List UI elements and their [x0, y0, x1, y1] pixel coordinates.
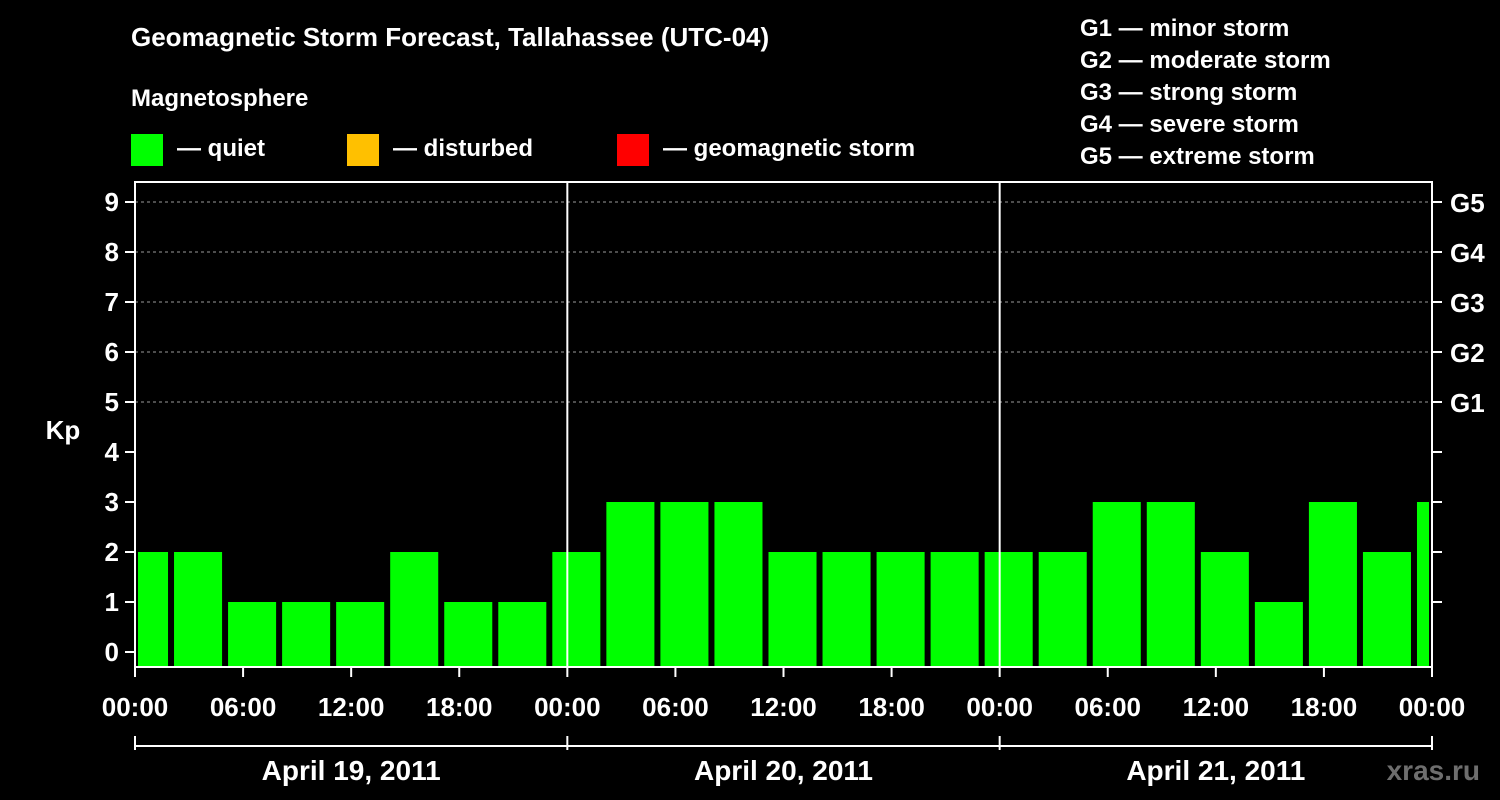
- kp-bar: [1038, 552, 1087, 668]
- g-level-label: G1: [1450, 388, 1485, 418]
- x-tick-label: 18:00: [858, 692, 925, 722]
- legend-label-quiet: — quiet: [177, 135, 265, 162]
- g-level-label: G3: [1450, 288, 1485, 318]
- day-label: April 19, 2011: [262, 755, 441, 786]
- kp-bar: [174, 552, 223, 668]
- kp-bar: [228, 602, 277, 668]
- y-tick-label: 3: [105, 487, 119, 517]
- kp-bar: [768, 552, 817, 668]
- legend-heading: Magnetosphere: [131, 85, 309, 112]
- legend-label-disturbed: — disturbed: [393, 135, 534, 162]
- y-tick-label: 4: [105, 437, 120, 467]
- kp-bar: [1308, 502, 1357, 668]
- g-level-label: G2: [1450, 338, 1485, 368]
- g-legend-g5: G5 — extreme storm: [1080, 143, 1315, 170]
- y-tick-label: 5: [105, 387, 119, 417]
- legend-swatch-storm: [617, 134, 649, 166]
- y-tick-label: 8: [105, 237, 119, 267]
- kp-bar: [1362, 552, 1411, 668]
- y-tick-label: 1: [105, 587, 119, 617]
- kp-bar: [1146, 502, 1195, 668]
- x-tick-label: 00:00: [966, 692, 1033, 722]
- y-tick-label: 0: [105, 637, 119, 667]
- kp-bar: [984, 552, 1033, 668]
- x-tick-label: 00:00: [534, 692, 601, 722]
- kp-bar: [336, 602, 385, 668]
- kp-bar: [714, 502, 763, 668]
- x-tick-label: 12:00: [1183, 692, 1250, 722]
- x-tick-label: 06:00: [1075, 692, 1142, 722]
- x-tick-label: 06:00: [642, 692, 709, 722]
- day-label: April 20, 2011: [694, 755, 873, 786]
- y-axis-label: Kp: [46, 415, 81, 445]
- kp-bar: [498, 602, 547, 668]
- kp-bar: [876, 552, 925, 668]
- kp-bar: [1254, 602, 1303, 668]
- y-tick-label: 9: [105, 187, 119, 217]
- kp-bar: [930, 552, 979, 668]
- g-level-label: G4: [1450, 238, 1485, 268]
- x-tick-label: 18:00: [1291, 692, 1358, 722]
- x-tick-label: 12:00: [318, 692, 385, 722]
- kp-bar: [660, 502, 709, 668]
- kp-bar: [1092, 502, 1141, 668]
- x-tick-label: 00:00: [102, 692, 169, 722]
- g-legend-g3: G3 — strong storm: [1080, 79, 1298, 106]
- legend-swatch-disturbed: [347, 134, 379, 166]
- g-legend-g4: G4 — severe storm: [1080, 111, 1299, 138]
- kp-bar: [444, 602, 493, 668]
- y-tick-label: 7: [105, 287, 119, 317]
- kp-bar: [390, 552, 439, 668]
- x-tick-label: 00:00: [1399, 692, 1466, 722]
- kp-bar: [282, 602, 331, 668]
- legend-swatch-quiet: [131, 134, 163, 166]
- day-label: April 21, 2011: [1126, 755, 1305, 786]
- g-legend-g1: G1 — minor storm: [1080, 15, 1290, 42]
- g-legend-g2: G2 — moderate storm: [1080, 47, 1331, 74]
- kp-bar: [138, 552, 169, 668]
- kp-bar: [606, 502, 655, 668]
- x-tick-label: 06:00: [210, 692, 277, 722]
- kp-bar: [822, 552, 871, 668]
- kp-bar: [1416, 502, 1429, 668]
- legend-label-storm: — geomagnetic storm: [663, 135, 916, 162]
- x-tick-label: 12:00: [750, 692, 817, 722]
- y-tick-label: 2: [105, 537, 119, 567]
- x-tick-label: 18:00: [426, 692, 493, 722]
- g-level-label: G5: [1450, 188, 1485, 218]
- kp-bar: [552, 552, 601, 668]
- chart-title: Geomagnetic Storm Forecast, Tallahassee …: [131, 22, 770, 52]
- y-tick-label: 6: [105, 337, 119, 367]
- kp-bar: [1200, 552, 1249, 668]
- watermark: xras.ru: [1386, 755, 1480, 786]
